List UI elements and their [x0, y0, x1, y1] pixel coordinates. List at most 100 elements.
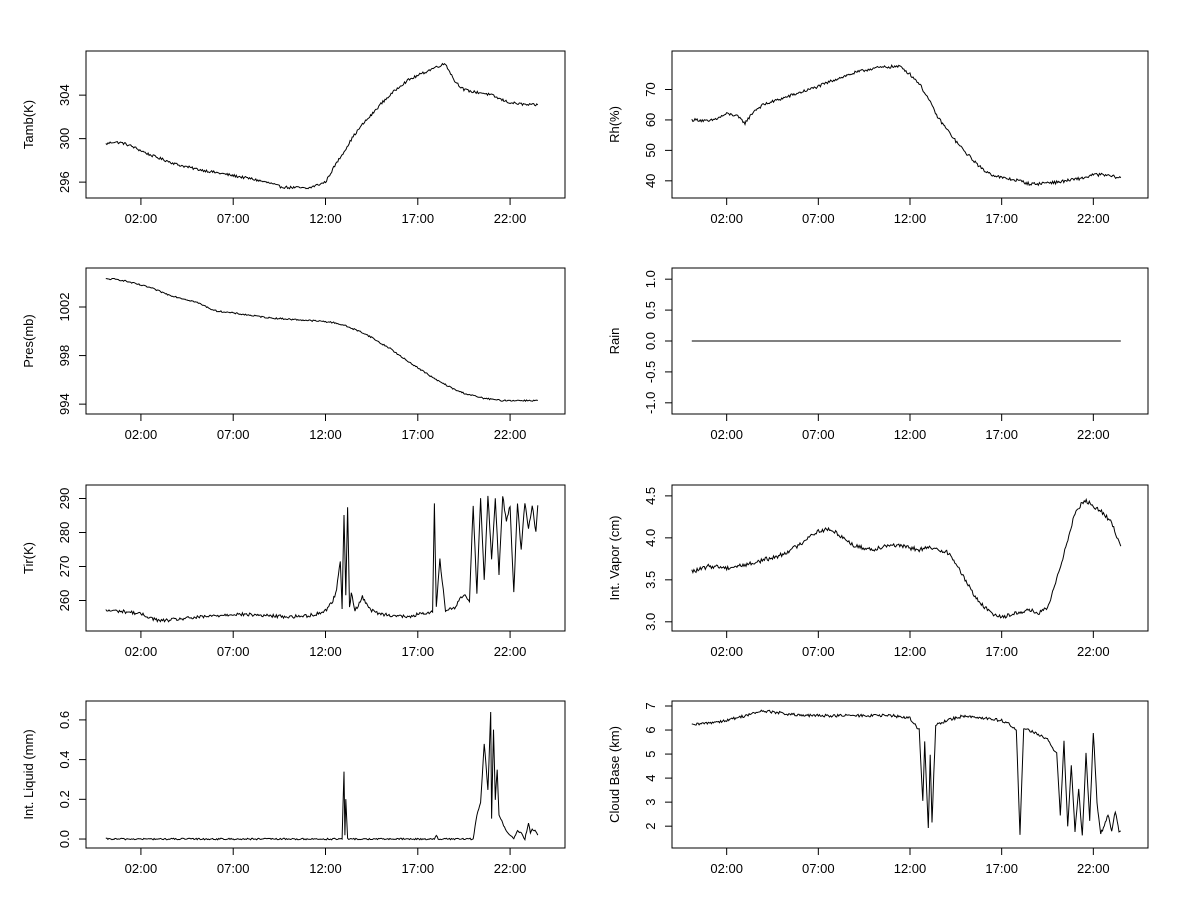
y-axis-title: Int. Vapor (cm): [607, 515, 622, 600]
plot-frame: [671, 484, 1149, 632]
y-axis-title: Tir(K): [21, 542, 36, 574]
y-axis-title: Pres(mb): [21, 314, 36, 367]
x-tick-label: 22:00: [1077, 861, 1110, 876]
x-tick-label: 22:00: [1077, 427, 1110, 442]
x-tick-label: 02:00: [710, 644, 743, 659]
y-tick-label: 304: [57, 84, 72, 106]
panel-rain: 02:00 07:00 12:00 17:00 22:00 -1.0 -0.5 0.0 0.5 1…: [607, 267, 1149, 442]
y-tick-label: 270: [57, 556, 72, 578]
y-tick-label: 300: [57, 128, 72, 150]
x-tick-label: 22:00: [1077, 211, 1110, 226]
y-tick-label: 3.0: [643, 613, 658, 631]
y-tick-label: 5: [643, 750, 658, 757]
x-tick-label: 22:00: [494, 861, 527, 876]
x-tick-label: 17:00: [985, 427, 1018, 442]
series-line-cloud-base-km: [691, 709, 1121, 836]
series-line-tir-k: [105, 495, 539, 623]
x-tick-label: 12:00: [309, 644, 342, 659]
y-tick-label: 60: [643, 113, 658, 127]
panel-tir-k: 02:00 07:00 12:00 17:00 22:00 260 270 280 290 Tir…: [21, 484, 566, 659]
y-tick-label: 0.0: [57, 830, 72, 848]
x-tick-label: 17:00: [402, 427, 435, 442]
x-tick-label: 07:00: [802, 861, 835, 876]
panel-cloud-base-km: 02:00 07:00 12:00 17:00 22:00 2 3 4 5 6 7 Cloud Bas…: [607, 700, 1149, 876]
x-tick-label: 17:00: [402, 211, 435, 226]
y-tick-label: 0.5: [643, 301, 658, 319]
y-tick-label: 280: [57, 522, 72, 544]
plot-frame: [85, 50, 566, 199]
x-tick-label: 12:00: [894, 211, 927, 226]
y-tick-label: 50: [643, 143, 658, 157]
x-tick-label: 07:00: [217, 644, 250, 659]
x-tick-label: 12:00: [309, 211, 342, 226]
x-tick-label: 22:00: [1077, 644, 1110, 659]
y-tick-label: 3.5: [643, 571, 658, 589]
x-tick-label: 07:00: [802, 427, 835, 442]
x-tick-label: 07:00: [802, 644, 835, 659]
y-axis-title: Cloud Base (km): [607, 726, 622, 823]
x-tick-label: 02:00: [125, 211, 158, 226]
y-tick-label: 0.6: [57, 711, 72, 729]
x-tick-label: 22:00: [494, 644, 527, 659]
x-tick-label: 12:00: [894, 861, 927, 876]
y-axis-title: Int. Liquid (mm): [21, 729, 36, 819]
x-tick-label: 17:00: [402, 861, 435, 876]
panel-tamb-k: 02:00 07:00 12:00 17:00 22:00 296 300 304 Tamb(K…: [21, 50, 566, 226]
y-tick-label: 0.2: [57, 790, 72, 808]
y-tick-label: 4.5: [643, 487, 658, 505]
y-axis-title: Rain: [607, 328, 622, 355]
y-tick-label: 1.0: [643, 270, 658, 288]
x-tick-label: 02:00: [125, 427, 158, 442]
y-tick-label: 296: [57, 171, 72, 193]
plot-frame: [671, 700, 1149, 849]
y-tick-label: 4: [643, 774, 658, 781]
panel-pres-mb: 02:00 07:00 12:00 17:00 22:00 994 998 1002 Pres(…: [21, 267, 566, 442]
y-tick-label: 0.0: [643, 332, 658, 350]
x-tick-label: 12:00: [894, 644, 927, 659]
y-tick-label: 7: [643, 702, 658, 709]
y-tick-label: 998: [57, 345, 72, 367]
x-tick-label: 17:00: [985, 644, 1018, 659]
y-tick-label: -1.0: [643, 392, 658, 414]
y-tick-label: 2: [643, 823, 658, 830]
y-tick-label: -0.5: [643, 361, 658, 383]
panel-rh: 02:00 07:00 12:00 17:00 22:00 40 50 60 70 Rh(%): [607, 50, 1149, 226]
x-tick-label: 12:00: [894, 427, 927, 442]
y-tick-label: 4.0: [643, 529, 658, 547]
y-tick-label: 290: [57, 488, 72, 510]
y-tick-label: 0.4: [57, 751, 72, 769]
x-tick-label: 12:00: [309, 861, 342, 876]
x-tick-label: 02:00: [710, 211, 743, 226]
y-axis-title: Rh(%): [607, 106, 622, 143]
x-tick-label: 07:00: [217, 861, 250, 876]
panel-int-vapor-cm: 02:00 07:00 12:00 17:00 22:00 3.0 3.5 4.0 4.5 Int…: [607, 484, 1149, 659]
y-tick-label: 260: [57, 590, 72, 612]
x-tick-label: 02:00: [710, 427, 743, 442]
y-tick-label: 994: [57, 393, 72, 415]
x-tick-label: 17:00: [985, 861, 1018, 876]
x-tick-label: 12:00: [309, 427, 342, 442]
x-tick-label: 02:00: [125, 644, 158, 659]
panels-group: 02:00 07:00 12:00 17:00 22:00 296 300 304 Tamb(K…: [21, 50, 1149, 876]
x-tick-label: 17:00: [402, 644, 435, 659]
y-tick-label: 3: [643, 799, 658, 806]
y-tick-label: 40: [643, 174, 658, 188]
x-tick-label: 07:00: [802, 211, 835, 226]
series-line-pres-mb: [105, 278, 538, 402]
series-line-int-vapor-cm: [691, 497, 1122, 619]
x-tick-label: 22:00: [494, 211, 527, 226]
series-line-rh: [691, 63, 1122, 187]
x-tick-label: 02:00: [125, 861, 158, 876]
y-tick-label: 70: [643, 82, 658, 96]
y-tick-label: 6: [643, 726, 658, 733]
x-tick-label: 07:00: [217, 211, 250, 226]
x-tick-label: 17:00: [985, 211, 1018, 226]
x-tick-label: 22:00: [494, 427, 527, 442]
plot-frame: [85, 700, 566, 849]
x-tick-label: 07:00: [217, 427, 250, 442]
panel-int-liquid-mm: 02:00 07:00 12:00 17:00 22:00 0.0 0.2 0.4 0.6 Int…: [21, 700, 566, 876]
x-tick-label: 02:00: [710, 861, 743, 876]
y-axis-title: Tamb(K): [21, 100, 36, 149]
y-tick-label: 1002: [57, 293, 72, 322]
